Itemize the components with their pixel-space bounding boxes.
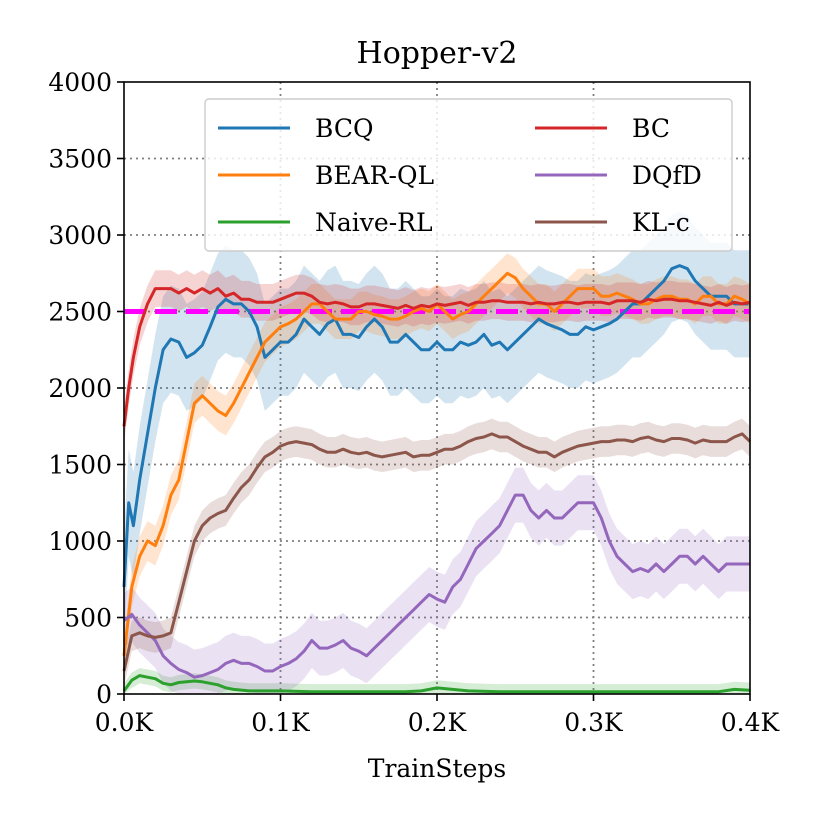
band-dqfd: [124, 467, 750, 694]
y-tick-label: 0: [96, 680, 112, 709]
y-tick-label: 3000: [48, 221, 112, 250]
x-axis-ticks: 0.0K 0.1K 0.2K 0.3K 0.4K: [95, 694, 781, 737]
y-tick-label: 3500: [48, 145, 112, 174]
band-naive-rl: [124, 668, 750, 694]
band-kl-c: [124, 418, 750, 687]
x-tick-label: 0.4K: [721, 708, 781, 737]
x-tick-label: 0.1K: [251, 708, 311, 737]
legend-label: KL-c: [632, 208, 690, 237]
chart-title: Hopper-v2: [357, 36, 518, 71]
legend-label: DQfD: [632, 161, 702, 190]
y-tick-label: 4000: [48, 68, 112, 97]
x-tick-label: 0.3K: [564, 708, 624, 737]
x-tick-label: 0.2K: [408, 708, 468, 737]
y-tick-label: 500: [64, 604, 112, 633]
legend-box: [204, 98, 733, 252]
band-bcq: [124, 212, 750, 641]
y-tick-label: 1500: [48, 451, 112, 480]
legend-label: Naive-RL: [315, 208, 433, 237]
legend-label: BEAR-QL: [315, 161, 434, 190]
y-tick-label: 2500: [48, 298, 112, 327]
legend: BCQ BEAR-QL Naive-RL BC DQfD KL-c: [204, 98, 733, 252]
y-tick-label: 2000: [48, 374, 112, 403]
line-bc: [122, 287, 751, 427]
legend-label: BCQ: [315, 114, 373, 143]
line-dqfd: [123, 493, 750, 679]
y-axis-ticks: 0 500 1000 1500 2000 2500 3000 3500 4000: [48, 68, 124, 709]
x-tick-label: 0.0K: [95, 708, 155, 737]
x-axis-label: TrainSteps: [368, 754, 506, 783]
band-bear-ql: [124, 253, 750, 676]
series-lines: [122, 264, 752, 694]
line-kl-c: [122, 432, 752, 672]
legend-label: BC: [632, 114, 670, 143]
y-tick-label: 1000: [48, 527, 112, 556]
line-naive-rl: [122, 674, 751, 694]
